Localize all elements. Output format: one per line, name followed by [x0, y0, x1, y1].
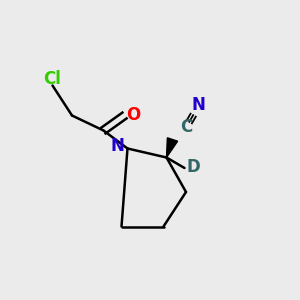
Text: D: D [187, 158, 200, 175]
Polygon shape [167, 138, 178, 158]
Text: N: N [111, 137, 124, 155]
Text: C: C [180, 118, 192, 136]
Text: Cl: Cl [43, 70, 61, 88]
Text: N: N [191, 96, 205, 114]
Text: O: O [126, 106, 140, 124]
